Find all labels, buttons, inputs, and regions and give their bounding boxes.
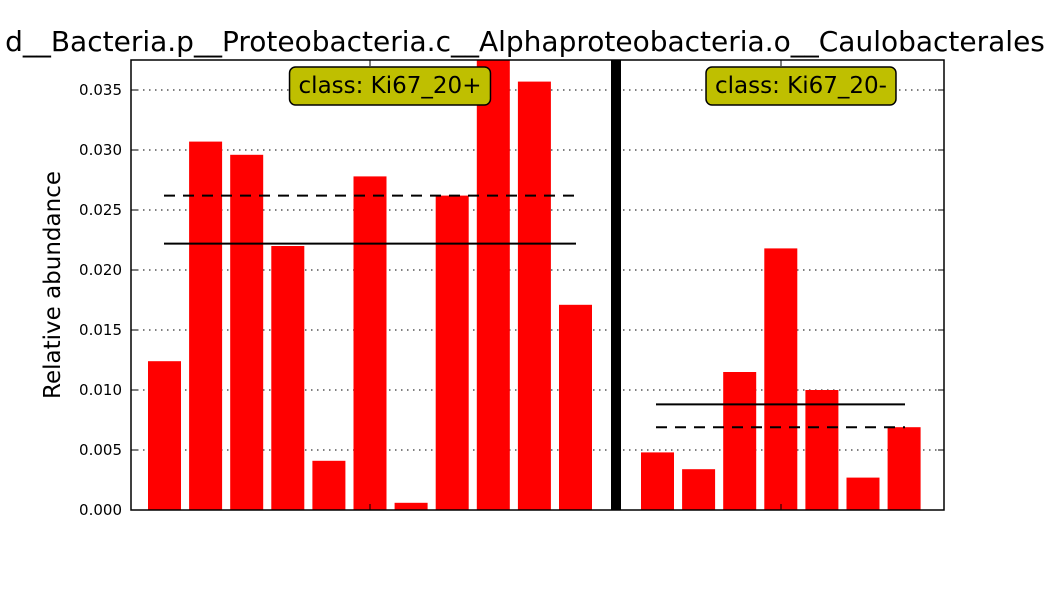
bar (723, 372, 757, 510)
bar (846, 477, 880, 510)
plot-frame (130, 59, 945, 511)
bar (148, 361, 181, 510)
bar (641, 452, 674, 510)
y-tick-label: 0.015 (79, 321, 122, 339)
bar (312, 460, 346, 510)
bar (230, 154, 264, 511)
y-tick-label: 0.030 (79, 141, 122, 159)
bar (764, 248, 798, 510)
class-label: class: Ki67_20- (715, 73, 887, 99)
bar (682, 469, 716, 510)
y-tick-label: 0.020 (79, 261, 122, 279)
bar (353, 176, 387, 510)
y-tick-label: 0.025 (79, 201, 122, 219)
bar (805, 390, 839, 510)
bar (476, 60, 510, 510)
bar (887, 427, 921, 510)
y-axis-label: Relative abundance (40, 171, 66, 399)
bar (271, 246, 305, 510)
group-separator (611, 60, 621, 510)
x-axis-ticks (369, 60, 782, 510)
chart-title: d__Bacteria.p__Proteobacteria.c__Alphapr… (5, 25, 1045, 58)
bar (435, 195, 469, 510)
class-labels: class: Ki67_20+ class: Ki67_20- (288, 66, 897, 106)
bar (517, 81, 551, 510)
summary-lines (164, 194, 905, 429)
y-tick-label: 0.010 (79, 381, 122, 399)
class-label-box (705, 66, 897, 106)
class-label: class: Ki67_20+ (299, 73, 482, 99)
bar (559, 304, 592, 510)
bar (189, 141, 223, 510)
bar (394, 502, 428, 510)
class-label-box (288, 66, 492, 106)
y-tick-label: 0.005 (79, 441, 122, 459)
bars (148, 60, 921, 511)
y-axis: 0.000 0.005 0.010 0.015 0.020 0.025 0.030 0.035 (79, 81, 944, 519)
y-tick-label: 0.035 (79, 81, 122, 99)
y-tick-label: 0.000 (79, 501, 122, 519)
